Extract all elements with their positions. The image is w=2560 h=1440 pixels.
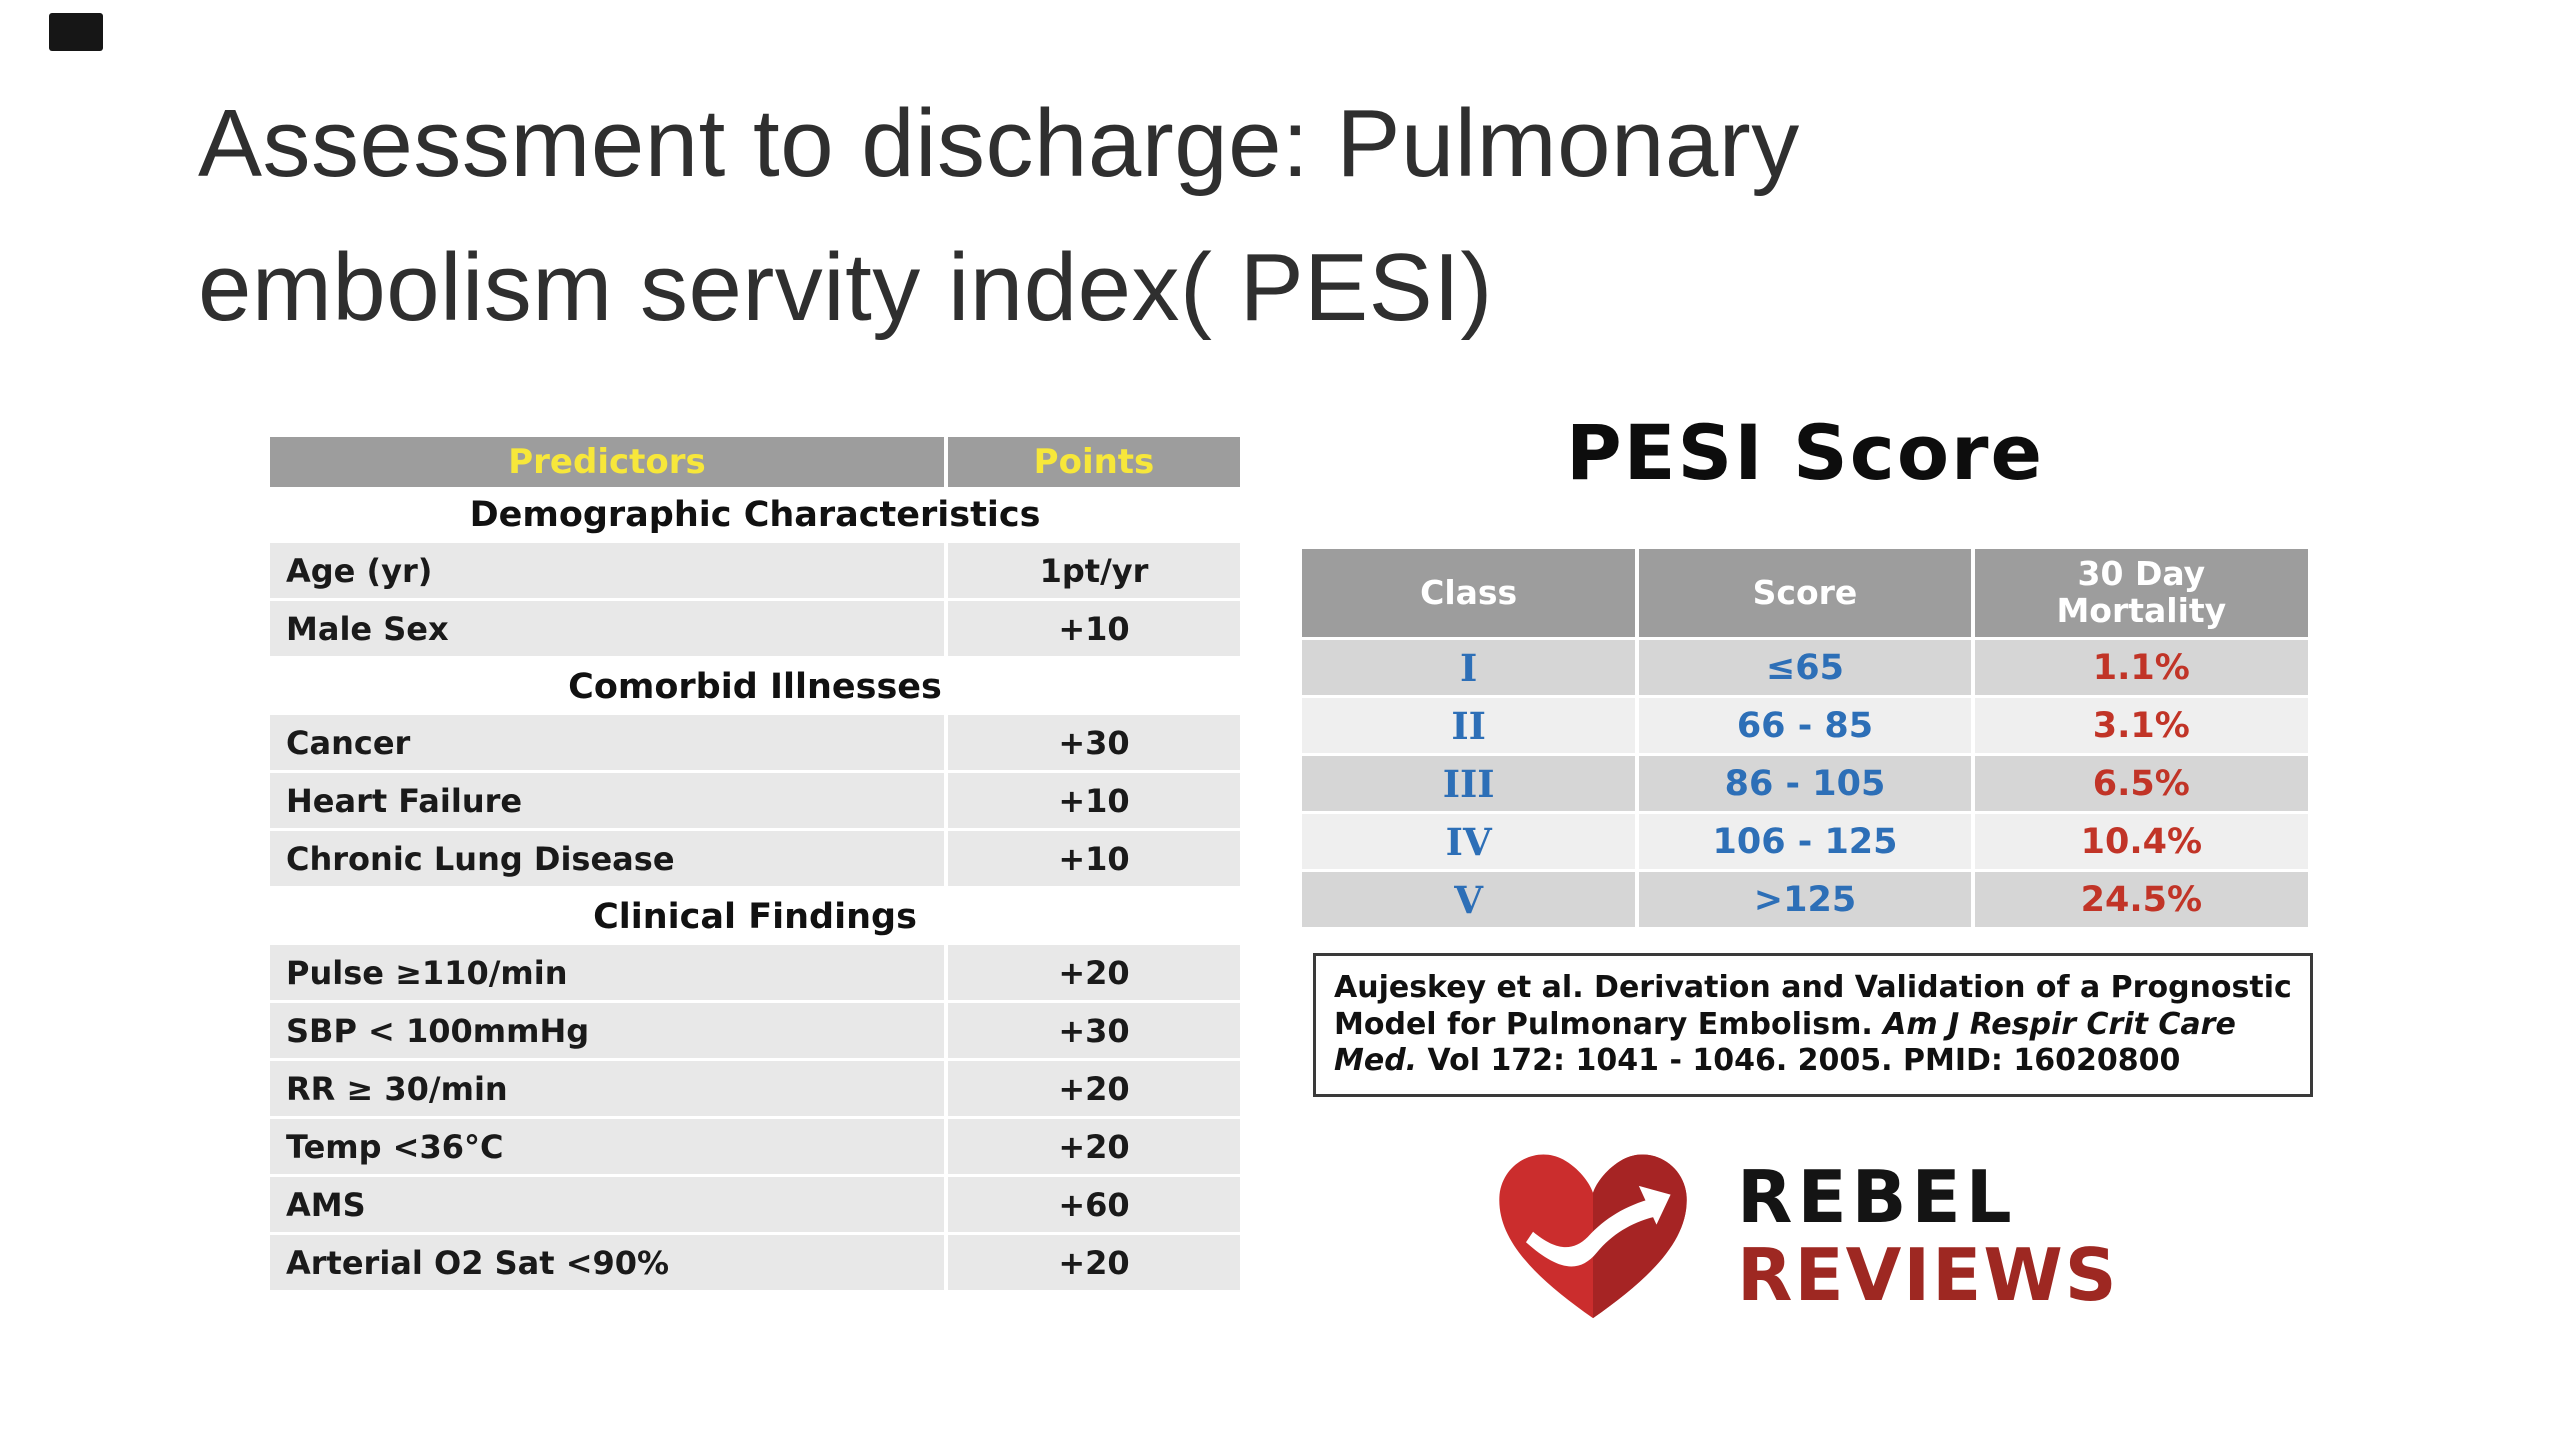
predictor-label: Temp <36°C [270, 1117, 946, 1177]
predictor-points: +30 [944, 1001, 1240, 1061]
table-row: II 66 - 85 3.1% [1302, 695, 2308, 755]
table-row: Male Sex +10 [270, 599, 1240, 659]
predictor-label: Male Sex [270, 599, 946, 659]
table-row: Age (yr) 1pt/yr [270, 543, 1240, 601]
predictor-points: +10 [944, 599, 1240, 659]
table-row: Arterial O2 Sat <90% +20 [270, 1233, 1240, 1293]
table-row: Chronic Lung Disease +10 [270, 829, 1240, 889]
predictor-label: Heart Failure [270, 771, 946, 831]
pesi-mortality: 3.1% [1970, 695, 2308, 755]
pesi-mortality: 24.5% [1970, 869, 2308, 927]
predictor-label: SBP < 100mmHg [270, 1001, 946, 1061]
pesi-class: II [1302, 695, 1638, 755]
pesi-class: V [1302, 869, 1638, 927]
predictors-header-row: Predictors Points [270, 437, 1240, 487]
predictor-label: Age (yr) [270, 543, 946, 601]
predictor-points: 1pt/yr [944, 543, 1240, 601]
section-label: Comorbid Illnesses [270, 657, 1240, 715]
class-header: Class [1302, 549, 1638, 639]
pesi-score-table: Class Score 30 Day Mortality I ≤65 1.1% … [1302, 549, 2308, 927]
predictor-label: Pulse ≥110/min [270, 945, 946, 1003]
citation-journal: Am J Respir Crit Care Med. [1334, 1006, 2236, 1079]
points-header: Points [944, 437, 1240, 487]
logo-rebel-label: REBEL [1737, 1155, 2017, 1240]
predictor-label: Chronic Lung Disease [270, 829, 946, 889]
table-row: Heart Failure +10 [270, 771, 1240, 831]
pesi-score: 66 - 85 [1635, 695, 1973, 755]
pesi-mortality: 1.1% [1970, 637, 2308, 697]
heart-chart-icon [1499, 1154, 1687, 1319]
citation-box: Aujeskey et al. Derivation and Validatio… [1313, 953, 2313, 1097]
predictor-label: Cancer [270, 715, 946, 773]
predictor-label: AMS [270, 1175, 946, 1235]
table-row: AMS +60 [270, 1175, 1240, 1235]
pesi-score: 86 - 105 [1635, 753, 1973, 813]
pesi-class: I [1302, 637, 1638, 697]
predictor-points: +30 [944, 715, 1240, 773]
pesi-mortality: 10.4% [1970, 811, 2308, 871]
pesi-score-title: PESI Score [1565, 408, 2045, 497]
predictor-points: +10 [944, 829, 1240, 889]
pesi-class: IV [1302, 811, 1638, 871]
logo-reviews-label: REVIEWS [1737, 1233, 2119, 1317]
table-row: RR ≥ 30/min +20 [270, 1059, 1240, 1119]
predictor-points: +20 [944, 945, 1240, 1003]
predictor-points: +20 [944, 1233, 1240, 1293]
pesi-score: ≤65 [1635, 637, 1973, 697]
citation-text: Aujeskey et al. Derivation and Validatio… [1334, 970, 2292, 1042]
pesi-score: >125 [1635, 869, 1973, 927]
pesi-mortality: 6.5% [1970, 753, 2308, 813]
score-header: Score [1635, 549, 1973, 639]
table-row: Cancer +30 [270, 715, 1240, 773]
predictor-points: +60 [944, 1175, 1240, 1235]
table-row: I ≤65 1.1% [1302, 637, 2308, 697]
table-row: IV 106 - 125 10.4% [1302, 811, 2308, 871]
section-row: Clinical Findings [270, 887, 1240, 945]
logo-text: REBEL REVIEWS [1737, 1155, 2119, 1317]
mortality-header: 30 Day Mortality [1970, 549, 2308, 639]
section-label: Clinical Findings [270, 887, 1240, 945]
predictor-label: RR ≥ 30/min [270, 1059, 946, 1119]
table-row: Temp <36°C +20 [270, 1117, 1240, 1177]
section-row: Demographic Characteristics [270, 487, 1240, 543]
corner-decoration [49, 13, 103, 51]
table-row: III 86 - 105 6.5% [1302, 753, 2308, 813]
predictors-header: Predictors [270, 437, 946, 487]
table-row: V >125 24.5% [1302, 869, 2308, 927]
pesi-score: 106 - 125 [1635, 811, 1973, 871]
section-row: Comorbid Illnesses [270, 657, 1240, 715]
pesi-class: III [1302, 753, 1638, 813]
predictor-label: Arterial O2 Sat <90% [270, 1233, 946, 1293]
table-row: SBP < 100mmHg +30 [270, 1001, 1240, 1061]
table-row: Pulse ≥110/min +20 [270, 945, 1240, 1003]
citation-text: Vol 172: 1041 - 1046. 2005. PMID: 160208… [1417, 1043, 2181, 1079]
rebel-reviews-logo: REBEL REVIEWS [1487, 1140, 2119, 1334]
predictor-points: +20 [944, 1117, 1240, 1177]
predictor-points: +20 [944, 1059, 1240, 1119]
pesi-header-row: Class Score 30 Day Mortality [1302, 549, 2308, 639]
predictor-points: +10 [944, 771, 1240, 831]
slide-title: Assessment to discharge: Pulmonary embol… [198, 90, 1800, 341]
predictors-table: Predictors Points Demographic Characteri… [270, 437, 1240, 1293]
section-label: Demographic Characteristics [270, 487, 1240, 543]
